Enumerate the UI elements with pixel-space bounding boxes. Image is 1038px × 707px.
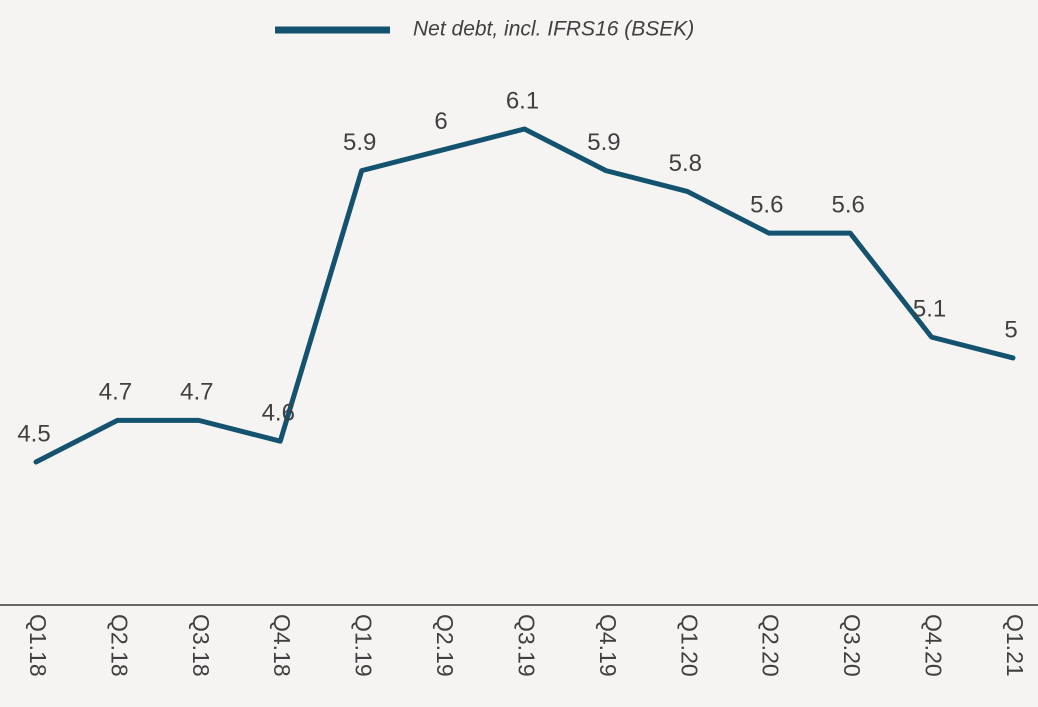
- legend-label: Net debt, incl. IFRS16 (BSEK): [413, 18, 694, 41]
- x-tick-label: Q4.19: [595, 614, 621, 677]
- data-label: 5: [1004, 316, 1017, 343]
- data-label: 6.1: [506, 87, 539, 114]
- x-tick-label: Q2.20: [758, 614, 784, 677]
- x-tick-label: Q1.20: [676, 614, 702, 677]
- x-tick-label: Q1.19: [351, 614, 377, 677]
- x-tick-label: Q3.19: [513, 614, 539, 677]
- data-label: 5.9: [587, 129, 620, 156]
- x-tick-label: Q1.18: [25, 614, 51, 677]
- x-tick-label: Q3.20: [839, 614, 865, 677]
- data-label: 4.7: [180, 379, 213, 406]
- data-label: 4.6: [262, 400, 295, 427]
- x-tick-label: Q2.19: [432, 614, 458, 677]
- x-tick-label: Q2.18: [106, 614, 132, 677]
- data-label: 5.6: [831, 191, 864, 218]
- data-label: 5.1: [913, 295, 946, 322]
- x-tick-label: Q3.18: [188, 614, 214, 677]
- x-tick-label: Q4.20: [921, 614, 947, 677]
- x-tick-label: Q4.18: [269, 614, 295, 677]
- data-label: 6: [434, 108, 447, 135]
- data-label: 4.5: [17, 420, 50, 447]
- line: [33, 126, 1016, 465]
- data-label: 5.9: [343, 129, 376, 156]
- data-label: 5.6: [750, 191, 783, 218]
- data-label: 4.7: [99, 379, 132, 406]
- x-tick-label: Q1.21: [1002, 614, 1028, 677]
- data-label: 5.8: [669, 150, 702, 177]
